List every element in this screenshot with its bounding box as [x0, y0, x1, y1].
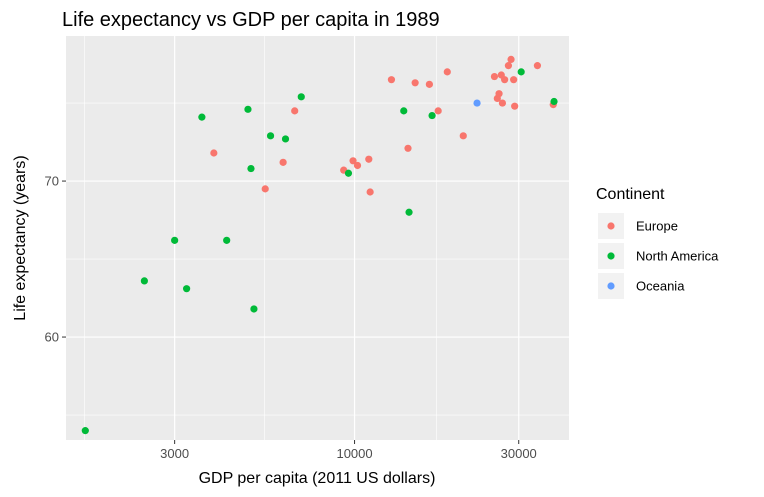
- legend-marker-europe: [607, 222, 615, 230]
- point-north-america: [281, 135, 290, 143]
- x-axis: 3000 10000 30000: [160, 440, 537, 461]
- point-north-america: [550, 97, 558, 106]
- point-north-america: [223, 236, 231, 244]
- point-north-america: [344, 169, 353, 177]
- y-axis-title: Life expectancy (years): [12, 155, 29, 320]
- point-europe: [404, 144, 412, 152]
- x-tick-label: 10000: [336, 446, 372, 461]
- legend-label-north-america: North America: [636, 249, 719, 264]
- point-europe: [501, 76, 509, 84]
- point-north-america: [297, 93, 305, 101]
- point-north-america: [140, 277, 148, 285]
- y-axis: 60 70: [45, 174, 66, 345]
- point-north-america: [428, 111, 436, 120]
- point-north-america: [198, 113, 206, 121]
- point-europe: [210, 149, 218, 157]
- point-north-america: [400, 107, 408, 115]
- point-europe: [504, 62, 513, 70]
- point-europe: [490, 72, 499, 81]
- x-axis-title: GDP per capita (2011 US dollars): [199, 470, 436, 487]
- point-europe: [411, 79, 419, 87]
- grid-lines: [66, 36, 569, 440]
- legend-label-oceania: Oceania: [636, 279, 685, 294]
- point-europe: [510, 76, 518, 84]
- point-europe: [353, 161, 362, 170]
- legend-title: Continent: [596, 186, 665, 203]
- plot-background: [66, 36, 569, 440]
- point-europe: [533, 62, 542, 70]
- point-europe: [507, 55, 515, 63]
- point-north-america: [405, 208, 413, 216]
- x-tick-label: 30000: [501, 446, 537, 461]
- point-europe: [261, 185, 269, 193]
- point-europe: [291, 107, 299, 115]
- point-europe: [279, 158, 287, 166]
- point-europe: [511, 102, 519, 110]
- point-north-america: [247, 164, 255, 173]
- data-points: [81, 55, 558, 435]
- chart-title: Life expectancy vs GDP per capita in 198…: [62, 9, 440, 31]
- point-europe: [498, 99, 507, 107]
- legend: Continent Europe North America Oceania: [596, 186, 719, 299]
- plot-panel: [66, 36, 569, 440]
- legend-marker-oceania: [607, 282, 615, 290]
- point-north-america: [517, 68, 525, 76]
- point-north-america: [81, 427, 89, 435]
- point-europe: [425, 80, 433, 88]
- point-north-america: [266, 132, 275, 140]
- legend-items: Europe North America Oceania: [596, 211, 719, 299]
- point-north-america: [171, 236, 179, 244]
- point-europe: [366, 188, 374, 196]
- point-north-america: [250, 305, 258, 313]
- point-europe: [459, 132, 467, 140]
- legend-marker-north-america: [607, 252, 615, 260]
- point-europe: [443, 68, 451, 76]
- point-oceania: [473, 99, 481, 107]
- point-north-america: [183, 285, 191, 293]
- legend-label-europe: Europe: [636, 219, 678, 234]
- point-europe: [365, 155, 373, 163]
- point-europe: [349, 157, 357, 165]
- point-europe: [495, 90, 503, 98]
- x-tick-label: 3000: [160, 446, 189, 461]
- y-tick-label: 70: [45, 174, 59, 189]
- point-north-america: [244, 105, 252, 113]
- point-europe: [387, 76, 396, 84]
- y-tick-label: 60: [45, 330, 59, 345]
- point-europe: [434, 107, 442, 115]
